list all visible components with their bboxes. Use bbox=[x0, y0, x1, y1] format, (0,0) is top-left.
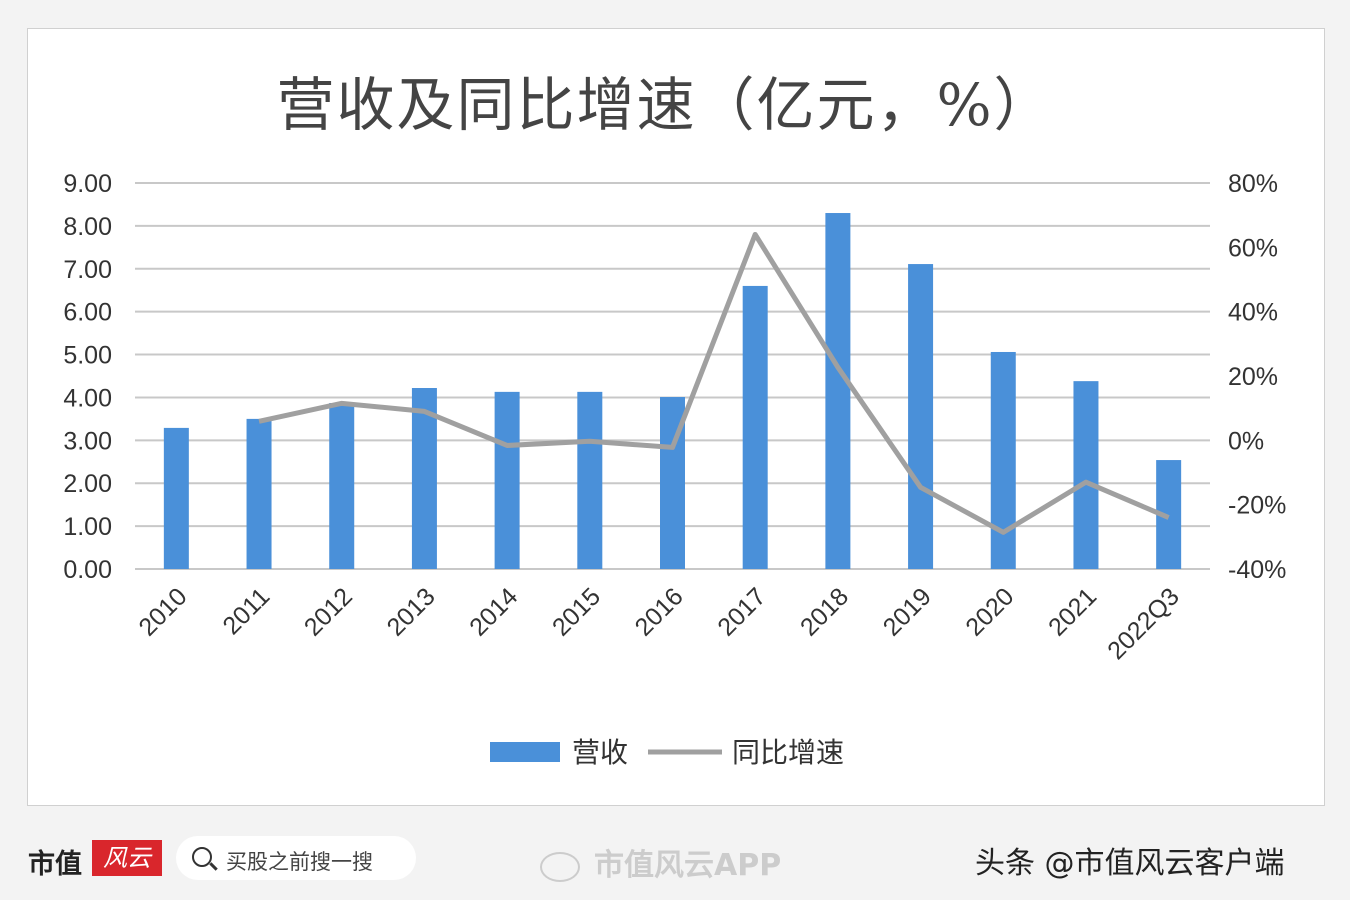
growth-line bbox=[258, 231, 1170, 535]
x-tick: 2020 bbox=[960, 582, 1019, 641]
bar-2014 bbox=[494, 391, 520, 569]
footer: 市值 风云 买股之前搜一搜 市值风云APP 头条 @市值风云客户端 bbox=[0, 830, 1350, 890]
y-left-tick: 6.00 bbox=[63, 299, 112, 327]
legend-line-label: 同比增速 bbox=[732, 736, 844, 769]
x-tick: 2016 bbox=[630, 582, 689, 641]
y-left-tick: 4.00 bbox=[63, 384, 112, 412]
x-tick: 2015 bbox=[547, 582, 606, 641]
y-left-tick: 0.00 bbox=[63, 556, 112, 584]
y-right-tick: 40% bbox=[1228, 299, 1278, 327]
x-tick: 2018 bbox=[795, 582, 854, 641]
x-tick: 2022Q3 bbox=[1102, 582, 1185, 665]
bar-2010 bbox=[163, 427, 189, 569]
y-left-tick: 7.00 bbox=[63, 256, 112, 284]
bar-2017 bbox=[742, 285, 768, 569]
legend-bar-swatch bbox=[490, 742, 560, 762]
weibo-watermark: 市值风云APP bbox=[540, 840, 781, 884]
toutiao-credit: 头条 @市值风云客户端 bbox=[975, 846, 1285, 881]
bar-2018 bbox=[825, 213, 851, 569]
x-tick: 2019 bbox=[878, 582, 937, 641]
x-tick: 2012 bbox=[299, 582, 358, 641]
weibo-icon bbox=[540, 851, 580, 882]
y-right-tick: 0% bbox=[1228, 427, 1264, 455]
y-right-tick: -40% bbox=[1228, 556, 1286, 584]
y-left-tick: 5.00 bbox=[63, 342, 112, 370]
y-left-tick: 8.00 bbox=[63, 213, 112, 241]
legend-bar-label: 营收 bbox=[572, 736, 628, 769]
y-right-tick: 80% bbox=[1228, 170, 1278, 198]
logo-text: 市值 bbox=[28, 849, 82, 880]
x-tick: 2021 bbox=[1043, 582, 1102, 641]
search-box[interactable]: 买股之前搜一搜 bbox=[176, 836, 416, 880]
search-icon bbox=[192, 847, 212, 867]
bar-2013 bbox=[411, 388, 437, 569]
bar-2020 bbox=[990, 351, 1016, 569]
y-left-tick: 1.00 bbox=[63, 513, 112, 541]
bar-2015 bbox=[577, 391, 603, 569]
chart-title: 营收及同比增速（亿元，%） bbox=[276, 71, 1054, 139]
x-tick: 2010 bbox=[133, 582, 192, 641]
bar-2012 bbox=[329, 403, 355, 569]
y-left-tick: 2.00 bbox=[63, 470, 112, 498]
bar-2021 bbox=[1073, 381, 1099, 569]
logo-mark: 风云 bbox=[92, 840, 162, 876]
y-left-tick: 9.00 bbox=[63, 170, 112, 198]
x-tick: 2014 bbox=[464, 582, 523, 641]
search-placeholder: 买股之前搜一搜 bbox=[226, 850, 373, 874]
y-right-tick: -20% bbox=[1228, 492, 1286, 520]
bar-2011 bbox=[246, 418, 272, 569]
x-tick: 2011 bbox=[217, 582, 275, 640]
y-left-tick: 3.00 bbox=[63, 427, 112, 455]
x-tick: 2013 bbox=[382, 582, 441, 641]
y-right-tick: 20% bbox=[1228, 363, 1278, 391]
y-right-tick: 60% bbox=[1228, 234, 1278, 262]
weibo-text: 市值风云APP bbox=[594, 848, 782, 883]
x-tick: 2017 bbox=[712, 582, 771, 641]
bar-2019 bbox=[908, 264, 934, 569]
